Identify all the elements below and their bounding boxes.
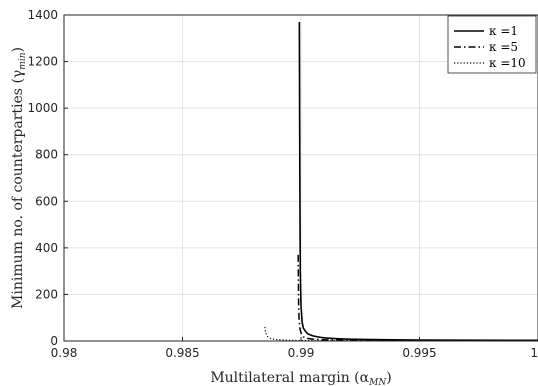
legend-box bbox=[447, 15, 537, 74]
y-tick-label: 600 bbox=[35, 194, 58, 208]
ticks: 0.98 0.985 0.99 0.995 1 0 200 400 600 800 1000 1200… bbox=[27, 8, 538, 360]
y-tick-label: 200 bbox=[35, 287, 58, 301]
y-axis-label: Minimum no. of counterparties (γmin) bbox=[10, 47, 28, 309]
y-tick-label: 1000 bbox=[27, 101, 58, 115]
y-tick-label: 400 bbox=[35, 241, 58, 255]
x-tick-label: 0.99 bbox=[288, 346, 315, 360]
series-line-kappa-1 bbox=[298, 21, 538, 342]
x-tick-label: 0.98 bbox=[51, 346, 78, 360]
series-line-kappa-5 bbox=[297, 254, 538, 342]
x-axis-label: Multilateral margin (αMN) bbox=[210, 370, 391, 386]
legend-label-kappa-5: κ =5 bbox=[489, 40, 518, 54]
legend-label-kappa-10: κ =10 bbox=[489, 56, 526, 70]
y-tick-label: 1400 bbox=[27, 8, 58, 22]
legend: κ =1 κ =5 κ =10 bbox=[447, 15, 537, 74]
y-tick-label: 0 bbox=[50, 334, 58, 348]
y-tick-label: 1200 bbox=[27, 55, 58, 69]
legend-label-kappa-1: κ =1 bbox=[489, 24, 518, 38]
x-tick-label: 1 bbox=[530, 346, 538, 360]
x-tick-label: 0.985 bbox=[165, 346, 199, 360]
x-axis-label-subscript: MN bbox=[368, 378, 387, 386]
y-axis-label-subscript: min bbox=[18, 52, 28, 69]
y-tick-label: 800 bbox=[35, 148, 58, 162]
x-tick-label: 0.995 bbox=[402, 346, 436, 360]
